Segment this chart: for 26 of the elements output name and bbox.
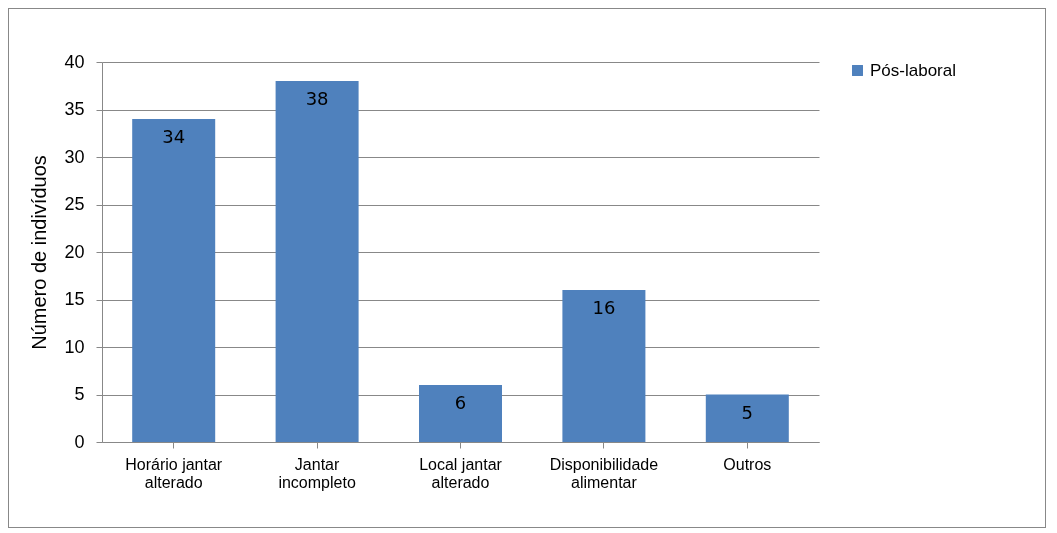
x-tick-label: Jantar incompleto bbox=[278, 455, 356, 491]
y-tick-label: 10 bbox=[64, 336, 85, 357]
y-tick-label: 5 bbox=[74, 384, 85, 404]
x-tick-label: Local jantar alterado bbox=[419, 455, 503, 491]
x-tick-label: Outros bbox=[723, 455, 772, 473]
bar bbox=[132, 119, 216, 442]
y-tick-label: 0 bbox=[74, 431, 85, 452]
bar bbox=[562, 290, 646, 442]
x-tick-label: Disponibilidade alimentar bbox=[549, 455, 659, 491]
y-axis-title: Número de indivíduos bbox=[28, 155, 51, 350]
bar bbox=[275, 81, 359, 442]
y-tick-label: 35 bbox=[64, 99, 85, 119]
y-tick-label: 15 bbox=[64, 289, 85, 309]
data-label: 16 bbox=[592, 297, 616, 318]
bar bbox=[705, 394, 789, 442]
y-tick-label: 30 bbox=[64, 146, 85, 167]
y-tick-label: 25 bbox=[64, 194, 85, 214]
data-label: 38 bbox=[305, 88, 329, 109]
bar bbox=[419, 385, 502, 442]
legend-label: Pós-laboral bbox=[870, 60, 956, 80]
data-label: 6 bbox=[454, 392, 467, 413]
data-label: 34 bbox=[162, 126, 186, 147]
y-tick-label: 20 bbox=[64, 241, 85, 262]
y-tick-label: 40 bbox=[64, 51, 85, 72]
x-tick-label: Horário jantar alterado bbox=[125, 455, 223, 491]
data-label: 5 bbox=[741, 401, 754, 423]
